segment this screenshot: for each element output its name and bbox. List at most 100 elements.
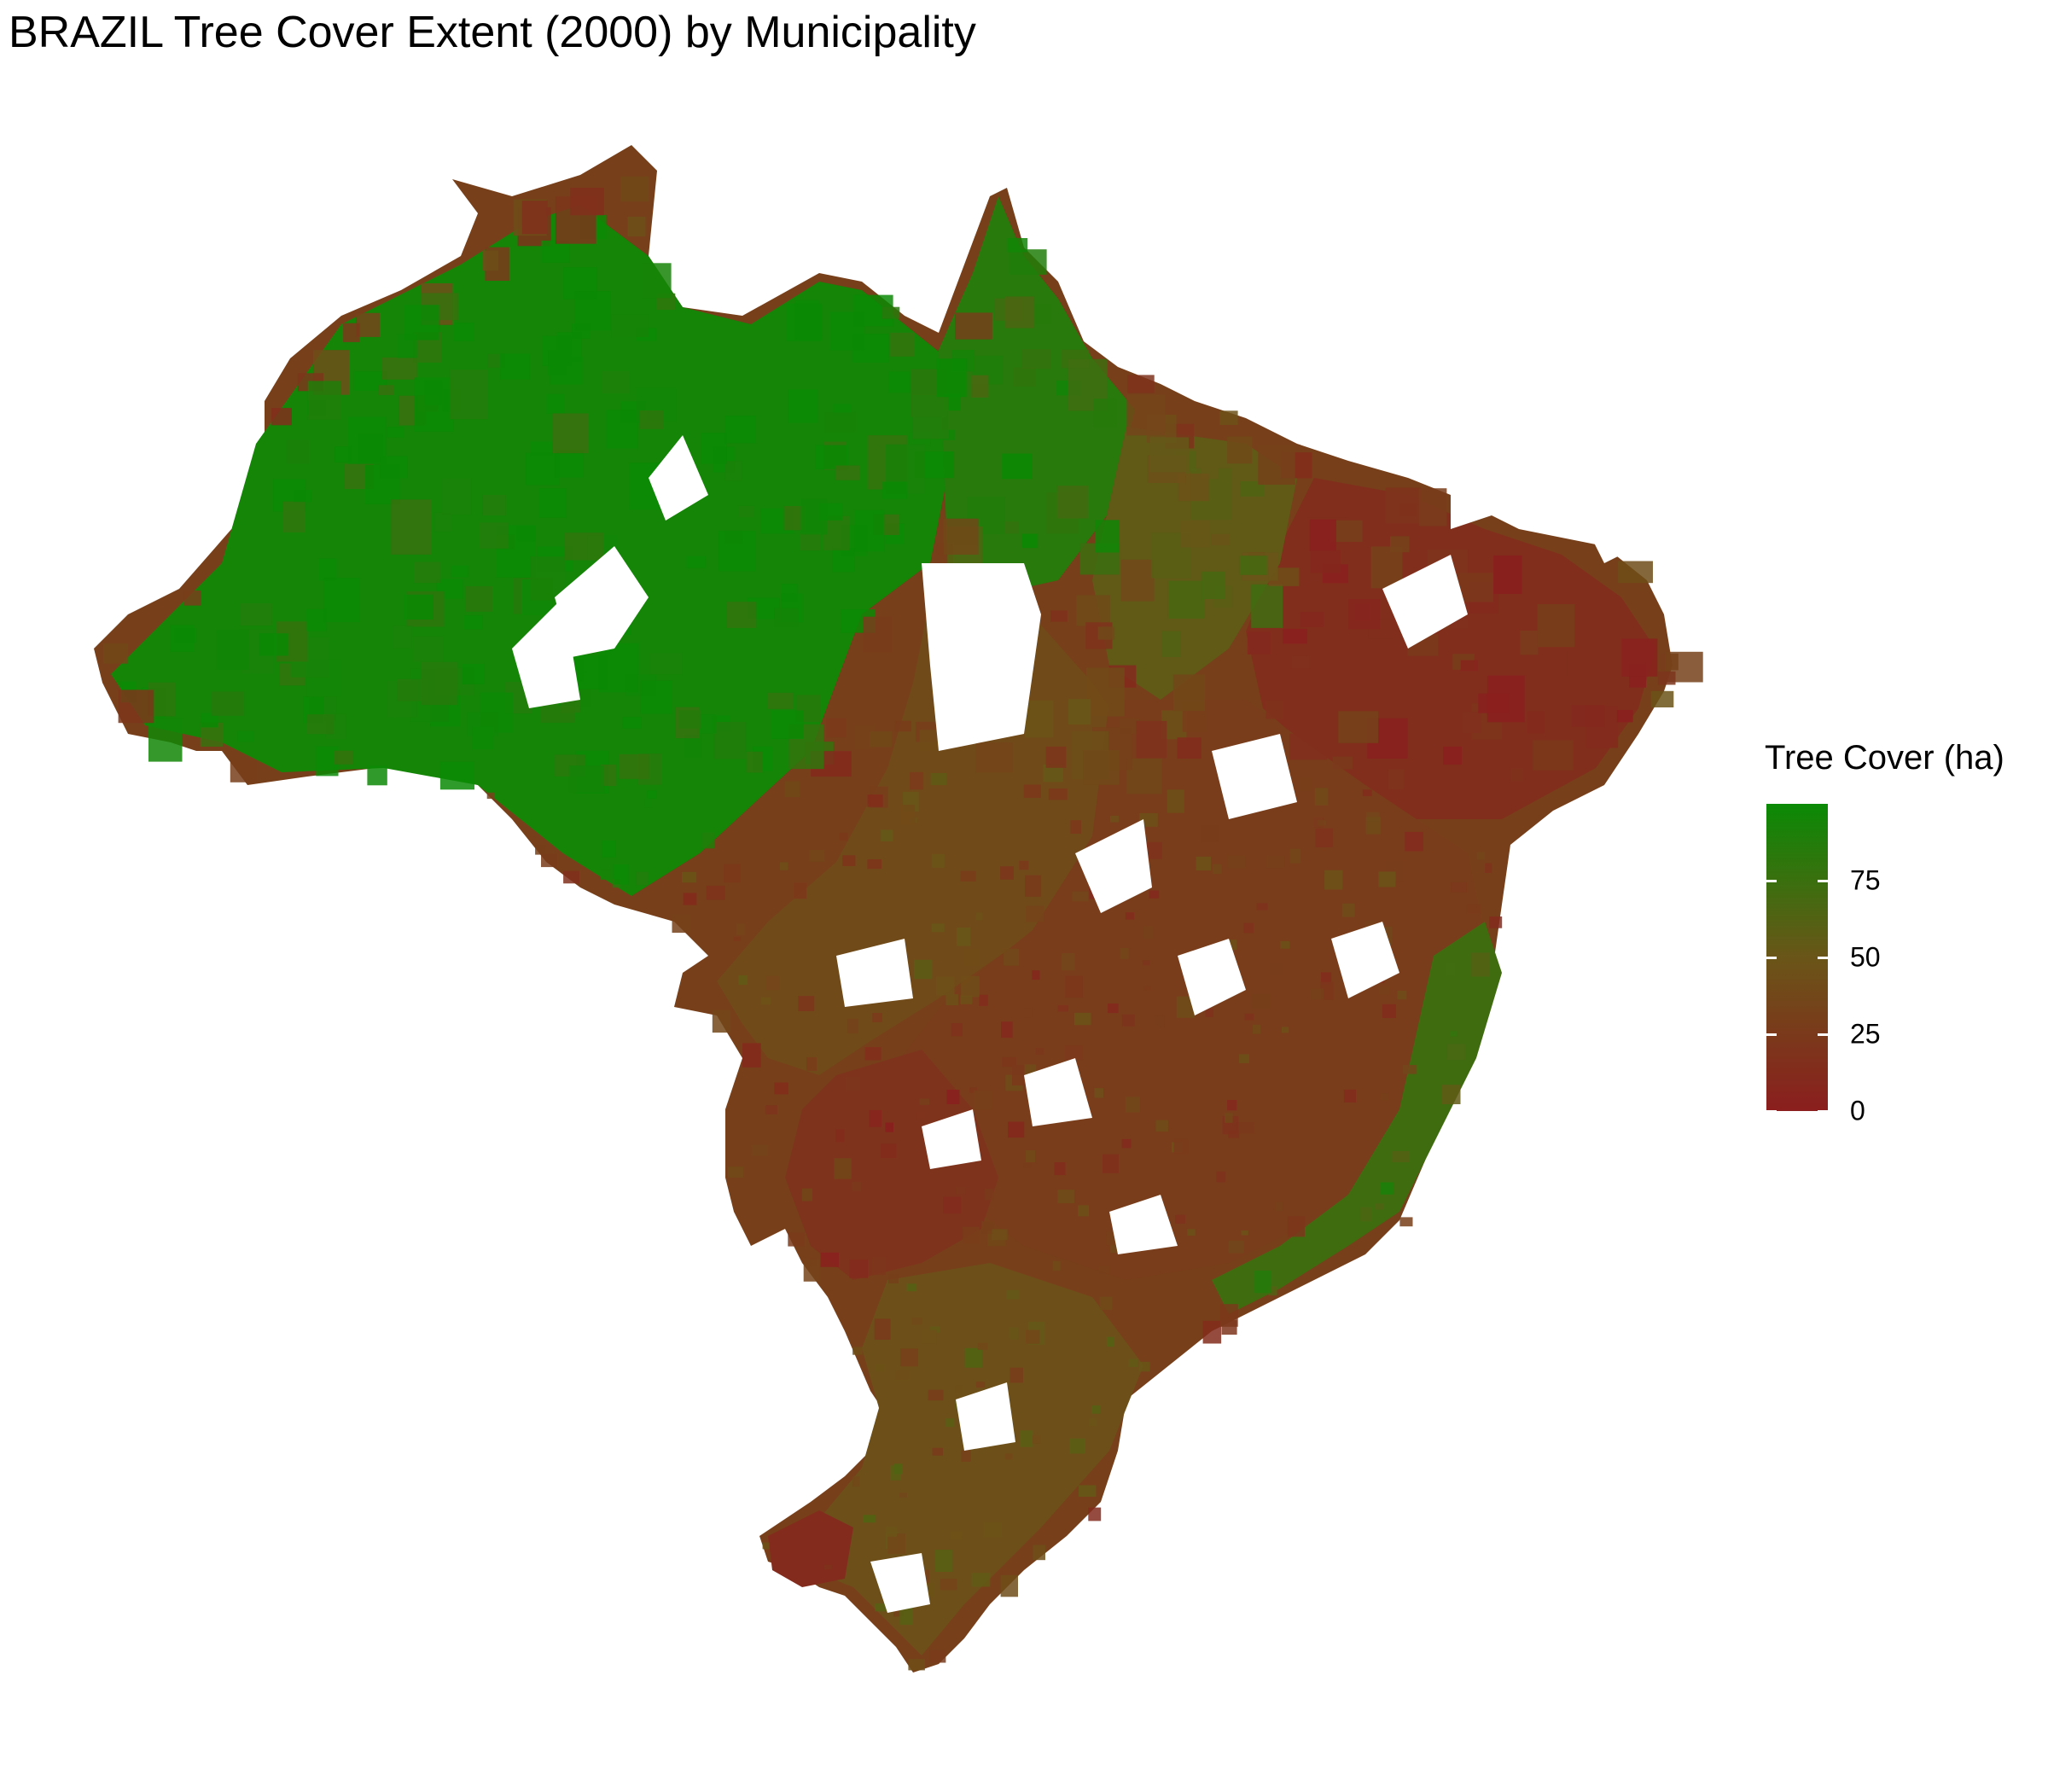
municipality-cell bbox=[306, 714, 334, 735]
legend-tick-mark bbox=[1818, 1109, 1828, 1113]
no-data-area bbox=[1451, 478, 1502, 529]
municipality-cell bbox=[1281, 1027, 1289, 1033]
municipality-cell bbox=[697, 714, 717, 734]
municipality-cell bbox=[1405, 831, 1423, 852]
municipality-cell bbox=[788, 1232, 805, 1247]
municipality-cell bbox=[1314, 788, 1329, 806]
municipality-cell bbox=[1026, 1150, 1035, 1162]
municipality-cell bbox=[1225, 1113, 1233, 1123]
municipality-cell bbox=[1616, 710, 1633, 723]
municipality-region bbox=[811, 1263, 1143, 1655]
municipality-cell bbox=[826, 718, 847, 738]
municipality-cell bbox=[1045, 746, 1067, 768]
municipality-cell bbox=[815, 445, 849, 469]
municipality-cell bbox=[601, 870, 611, 880]
municipality-cell bbox=[381, 357, 417, 380]
municipality-cell bbox=[1388, 769, 1405, 789]
municipality-cell bbox=[872, 1257, 886, 1276]
municipality-cell bbox=[287, 439, 310, 464]
municipality-cell bbox=[935, 976, 955, 996]
municipality-cell bbox=[1378, 986, 1390, 995]
municipality-cell bbox=[1567, 651, 1588, 676]
municipality-cell bbox=[1318, 820, 1327, 826]
municipality-cell bbox=[1227, 436, 1253, 464]
municipality-cell bbox=[963, 948, 980, 967]
municipality-cell bbox=[1009, 1327, 1019, 1340]
municipality-cell bbox=[885, 1122, 893, 1132]
municipality-cell bbox=[839, 832, 848, 841]
municipality-cell bbox=[1120, 718, 1140, 735]
municipality-cell bbox=[1447, 1044, 1465, 1061]
municipality-cell bbox=[1001, 1021, 1013, 1039]
municipality-cell bbox=[886, 1527, 897, 1537]
municipality-cell bbox=[1180, 520, 1209, 548]
municipality-cell bbox=[774, 608, 799, 627]
municipality-cell bbox=[1103, 1154, 1119, 1173]
municipality-cell bbox=[829, 311, 864, 351]
municipality-cell bbox=[1026, 905, 1044, 922]
municipality-cell bbox=[835, 1129, 845, 1143]
municipality-cell bbox=[900, 805, 916, 825]
municipality-cell bbox=[895, 1370, 910, 1381]
municipality-cell bbox=[1251, 584, 1283, 628]
municipality-cell bbox=[765, 975, 780, 991]
municipality-cell bbox=[1083, 750, 1120, 785]
municipality-cell bbox=[1026, 1329, 1040, 1344]
municipality-cell bbox=[1443, 746, 1462, 765]
municipality-cell bbox=[1266, 856, 1285, 869]
municipality-cell bbox=[1657, 671, 1676, 685]
municipality-cell bbox=[453, 323, 474, 341]
municipality-cell bbox=[1201, 825, 1219, 842]
municipality-cell bbox=[981, 1221, 994, 1234]
municipality-cell bbox=[1241, 1231, 1248, 1236]
municipality-cell bbox=[824, 412, 856, 433]
municipality-cell bbox=[1108, 1004, 1119, 1014]
municipality-cell bbox=[1025, 875, 1042, 897]
municipality-cell bbox=[174, 628, 197, 643]
municipality-cell bbox=[794, 882, 807, 899]
no-data-areas-group bbox=[512, 435, 1638, 1613]
municipality-cell bbox=[1618, 561, 1653, 584]
municipality-cell bbox=[779, 862, 788, 870]
municipality-cell bbox=[240, 603, 272, 626]
municipality-cell bbox=[404, 305, 439, 340]
municipality-cell bbox=[1300, 612, 1324, 627]
municipality-cell bbox=[889, 332, 914, 357]
municipality-cell bbox=[1226, 940, 1237, 950]
municipality-cell bbox=[563, 870, 579, 884]
municipality-cell bbox=[1099, 1296, 1113, 1310]
municipality-cell bbox=[1365, 812, 1380, 822]
municipality-cell bbox=[880, 1143, 897, 1159]
municipality-cell bbox=[323, 578, 360, 622]
municipality-cell bbox=[683, 893, 697, 905]
municipality-cell bbox=[1065, 975, 1083, 998]
municipality-cell bbox=[1320, 981, 1334, 1000]
no-data-area bbox=[1587, 512, 1638, 563]
municipality-cell bbox=[882, 481, 907, 499]
municipality-cell bbox=[1196, 856, 1212, 871]
municipality-cell bbox=[701, 433, 727, 464]
municipality-cell bbox=[1441, 1085, 1461, 1104]
municipality-cell bbox=[960, 995, 973, 1004]
municipality-cell bbox=[552, 413, 589, 454]
municipality-cell bbox=[1035, 1048, 1044, 1055]
municipality-cell bbox=[1292, 655, 1310, 668]
municipality-cell bbox=[969, 1087, 977, 1093]
no-data-area bbox=[1178, 939, 1246, 1015]
municipality-cell bbox=[742, 1043, 761, 1068]
municipality-cell bbox=[1033, 1545, 1045, 1561]
municipality-cell bbox=[1155, 1120, 1168, 1132]
municipality-cell bbox=[353, 371, 387, 391]
municipality-cell bbox=[397, 678, 429, 701]
municipality-cell bbox=[864, 1047, 881, 1061]
municipality-cell bbox=[1332, 756, 1353, 770]
no-data-area bbox=[649, 435, 708, 521]
municipality-cell bbox=[1155, 1015, 1165, 1027]
municipality-cell bbox=[1070, 820, 1081, 834]
municipality-cell bbox=[1162, 631, 1181, 657]
municipality-cell bbox=[1172, 674, 1205, 712]
municipality-cell bbox=[893, 1463, 903, 1475]
municipality-cell bbox=[1533, 740, 1574, 771]
municipality-cell bbox=[1227, 1100, 1237, 1111]
municipality-cell bbox=[823, 1564, 832, 1570]
